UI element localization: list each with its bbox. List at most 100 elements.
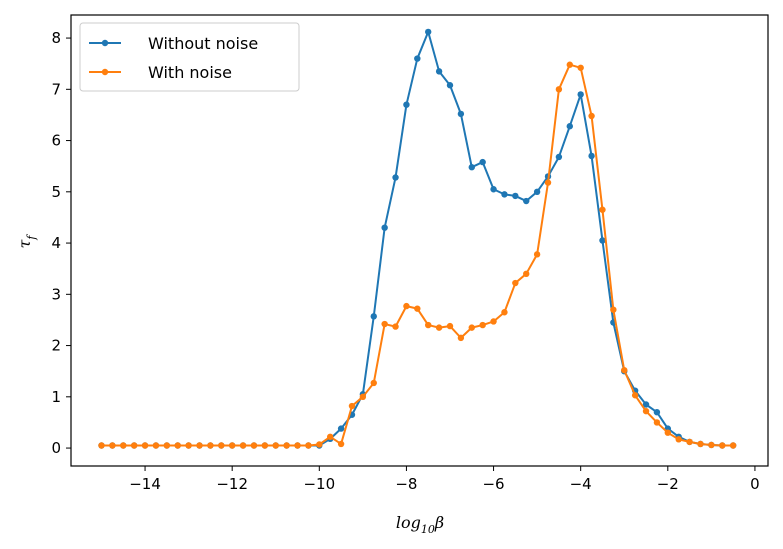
data-point-without-noise <box>337 425 345 432</box>
data-point-without-noise <box>446 82 454 89</box>
data-point-with-noise <box>555 86 563 93</box>
data-point-without-noise <box>523 197 530 205</box>
data-point-with-noise <box>435 324 443 331</box>
y-tick-label: 1 <box>51 388 61 406</box>
data-point-without-noise <box>501 191 508 198</box>
data-point-with-noise <box>414 305 421 312</box>
data-point-without-noise <box>457 110 465 118</box>
data-point-with-noise <box>98 442 105 449</box>
data-point-with-noise <box>729 442 737 449</box>
x-tick-label: −6 <box>482 475 504 493</box>
data-point-with-noise <box>218 442 225 449</box>
legend: Without noise With noise <box>79 22 300 92</box>
data-point-with-noise <box>185 442 192 449</box>
y-axis: 0 1 2 3 4 5 6 7 8 <box>51 29 71 457</box>
data-point-with-noise <box>370 379 377 387</box>
data-point-with-noise <box>675 436 682 443</box>
data-point-with-noise <box>239 442 247 449</box>
data-point-with-noise <box>490 318 497 325</box>
data-point-with-noise <box>425 321 432 329</box>
data-point-without-noise <box>435 68 443 75</box>
data-point-with-noise <box>305 442 312 449</box>
data-point-with-noise <box>446 322 454 330</box>
x-axis-label: log10β <box>396 513 444 536</box>
data-point-with-noise <box>642 407 650 415</box>
data-point-without-noise <box>642 401 650 408</box>
data-point-with-noise <box>207 442 214 449</box>
data-point-without-noise <box>468 164 475 171</box>
data-point-with-noise <box>544 179 552 186</box>
data-point-with-noise <box>141 442 149 449</box>
y-tick-label: 0 <box>51 439 61 457</box>
data-point-with-noise <box>250 442 258 449</box>
data-point-without-noise <box>588 152 595 160</box>
data-point-with-noise <box>533 251 541 258</box>
legend-label-with-noise: With noise <box>148 63 232 82</box>
data-point-with-noise <box>261 442 269 449</box>
y-tick-label: 6 <box>51 132 61 150</box>
data-point-with-noise <box>392 323 399 330</box>
data-point-with-noise <box>348 402 356 410</box>
x-tick-label: −14 <box>129 475 161 493</box>
data-point-with-noise <box>708 441 715 449</box>
data-point-without-noise <box>512 192 519 200</box>
series-with-noise <box>98 61 737 449</box>
data-point-with-noise <box>621 366 628 374</box>
y-tick-label: 8 <box>51 29 61 47</box>
plot-frame <box>70 14 769 467</box>
legend-label-without-noise: Without noise <box>148 34 258 53</box>
data-point-with-noise <box>512 279 519 287</box>
data-point-with-noise <box>686 438 693 446</box>
data-point-without-noise <box>599 237 606 244</box>
data-point-with-noise <box>174 442 181 449</box>
data-point-with-noise <box>457 334 465 342</box>
data-point-with-noise <box>228 442 236 449</box>
y-tick-label: 5 <box>51 183 61 201</box>
data-point-without-noise <box>479 158 486 166</box>
data-point-without-noise <box>566 123 573 130</box>
legend-box <box>79 22 300 92</box>
data-point-with-noise <box>337 440 345 448</box>
data-point-with-noise <box>501 309 508 316</box>
legend-entry-with-noise: With noise <box>89 63 232 82</box>
data-point-with-noise <box>130 442 138 449</box>
x-tick-label: −4 <box>570 475 592 493</box>
x-tick-label: −8 <box>395 475 417 493</box>
data-point-without-noise <box>414 55 421 62</box>
data-point-with-noise <box>610 306 617 313</box>
data-point-with-noise <box>109 442 116 449</box>
data-point-without-noise <box>653 408 661 416</box>
series-layer <box>98 28 737 449</box>
x-tick-label: 0 <box>750 475 760 493</box>
data-point-with-noise <box>697 440 704 448</box>
data-point-with-noise <box>359 393 367 401</box>
data-point-with-noise <box>120 442 127 449</box>
data-point-without-noise <box>403 101 410 108</box>
data-point-with-noise <box>326 433 334 440</box>
data-point-with-noise <box>577 64 584 71</box>
data-point-without-noise <box>533 188 541 196</box>
y-tick-label: 4 <box>51 234 61 252</box>
data-point-with-noise <box>283 442 290 449</box>
y-tick-label: 7 <box>51 80 61 98</box>
data-point-with-noise <box>152 442 160 449</box>
data-point-with-noise <box>316 441 323 448</box>
data-point-with-noise <box>599 206 606 213</box>
data-point-without-noise <box>555 153 563 161</box>
y-tick-label: 3 <box>51 285 61 303</box>
x-tick-label: −2 <box>657 475 679 493</box>
data-point-without-noise <box>490 186 497 193</box>
x-tick-label: −12 <box>216 475 248 493</box>
data-point-without-noise <box>425 28 432 36</box>
data-point-with-noise <box>381 320 388 328</box>
data-point-without-noise <box>392 174 399 181</box>
legend-entry-without-noise: Without noise <box>89 34 258 53</box>
data-point-with-noise <box>163 442 171 449</box>
legend-marker-with-noise <box>101 68 109 76</box>
data-point-with-noise <box>294 442 301 449</box>
data-point-with-noise <box>196 442 203 449</box>
data-point-with-noise <box>588 112 595 120</box>
data-point-with-noise <box>523 270 530 278</box>
data-point-without-noise <box>370 313 377 320</box>
